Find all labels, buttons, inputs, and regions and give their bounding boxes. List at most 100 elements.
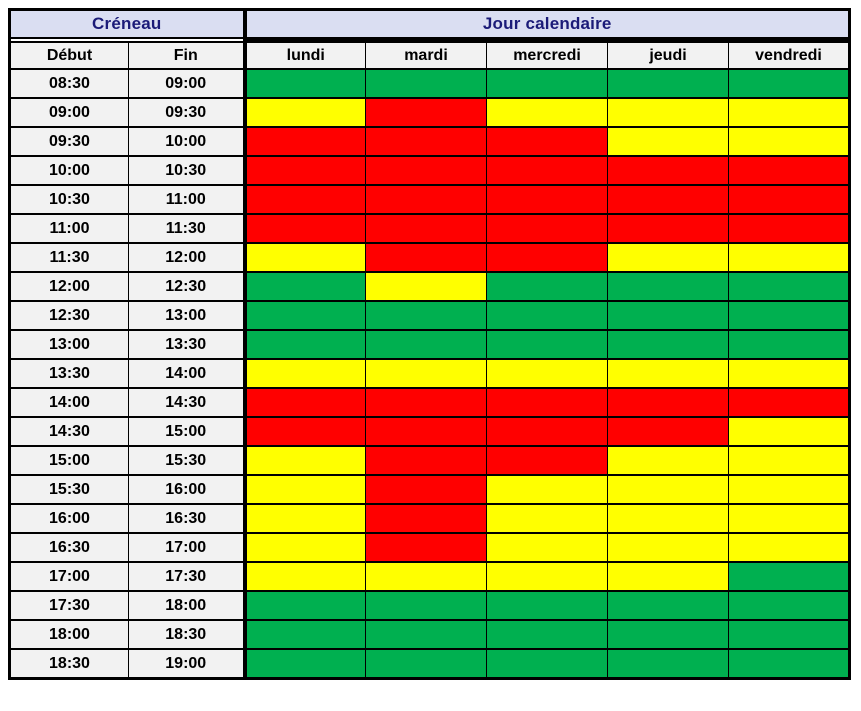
status-cell-jeudi [607, 561, 729, 592]
slot-rows: 08:30 09:00 09:00 09:30 09:30 10:00 10:00 10:30… [9, 68, 850, 680]
status-cell-lundi [244, 532, 366, 563]
status-cell-jeudi [607, 155, 729, 186]
slot-start-cell: 11:00 [9, 213, 129, 244]
status-cell-vendredi [728, 242, 850, 273]
slot-row: 10:00 10:30 [9, 155, 850, 186]
slot-end-cell: 19:00 [128, 648, 247, 680]
status-cell-jeudi [607, 387, 729, 418]
status-cell-lundi [244, 358, 366, 389]
slot-start-cell: 11:30 [9, 242, 129, 273]
slot-end-cell: 12:00 [128, 242, 247, 273]
merged-header-row: Créneau Jour calendaire [9, 8, 850, 39]
status-cell-mardi [365, 155, 487, 186]
slot-row: 12:00 12:30 [9, 271, 850, 302]
status-cell-jeudi [607, 416, 729, 447]
slot-start-cell: 13:30 [9, 358, 129, 389]
status-cell-mercredi [486, 561, 608, 592]
status-cell-jeudi [607, 445, 729, 476]
status-cell-mardi [365, 126, 487, 157]
status-cell-vendredi [728, 619, 850, 650]
status-cell-mercredi [486, 271, 608, 302]
slot-end-cell: 17:30 [128, 561, 247, 592]
status-cell-mardi [365, 387, 487, 418]
fin-column-header: Fin [128, 41, 247, 70]
slot-end-cell: 18:00 [128, 590, 247, 621]
status-cell-mercredi [486, 97, 608, 128]
status-cell-jeudi [607, 503, 729, 534]
slot-row: 18:00 18:30 [9, 619, 850, 650]
status-cell-mardi [365, 532, 487, 563]
slot-row: 17:30 18:00 [9, 590, 850, 621]
status-cell-lundi [244, 213, 366, 244]
status-cell-mardi [365, 242, 487, 273]
status-cell-lundi [244, 416, 366, 447]
status-cell-mardi [365, 474, 487, 505]
slot-row: 18:30 19:00 [9, 648, 850, 680]
status-cell-mardi [365, 68, 487, 99]
slot-row: 16:00 16:30 [9, 503, 850, 534]
status-cell-vendredi [728, 590, 850, 621]
slot-row: 13:00 13:30 [9, 329, 850, 360]
status-cell-mercredi [486, 329, 608, 360]
status-cell-vendredi [728, 184, 850, 215]
status-cell-vendredi [728, 300, 850, 331]
status-cell-vendredi [728, 358, 850, 389]
status-cell-vendredi [728, 68, 850, 99]
column-header-row: Début Fin lundi mardi mercredi jeudi vendredi [9, 41, 850, 70]
slot-row: 11:30 12:00 [9, 242, 850, 273]
slot-start-cell: 12:00 [9, 271, 129, 302]
status-cell-vendredi [728, 532, 850, 563]
status-cell-lundi [244, 126, 366, 157]
status-cell-mercredi [486, 184, 608, 215]
slot-end-cell: 14:30 [128, 387, 247, 418]
slot-start-cell: 12:30 [9, 300, 129, 331]
status-cell-jeudi [607, 619, 729, 650]
status-cell-jeudi [607, 300, 729, 331]
slot-start-cell: 09:30 [9, 126, 129, 157]
status-cell-lundi [244, 648, 366, 680]
status-cell-lundi [244, 271, 366, 302]
status-cell-vendredi [728, 503, 850, 534]
slot-start-cell: 09:00 [9, 97, 129, 128]
status-cell-mardi [365, 271, 487, 302]
status-cell-lundi [244, 590, 366, 621]
status-cell-lundi [244, 300, 366, 331]
slot-start-cell: 13:00 [9, 329, 129, 360]
slot-start-cell: 18:30 [9, 648, 129, 680]
slot-start-cell: 15:30 [9, 474, 129, 505]
status-cell-vendredi [728, 474, 850, 505]
status-cell-vendredi [728, 648, 850, 680]
status-cell-mercredi [486, 358, 608, 389]
status-cell-mercredi [486, 213, 608, 244]
status-cell-mercredi [486, 68, 608, 99]
slot-end-cell: 09:00 [128, 68, 247, 99]
creneau-header: Créneau [9, 8, 247, 39]
status-cell-lundi [244, 445, 366, 476]
slot-start-cell: 10:30 [9, 184, 129, 215]
slot-row: 16:30 17:00 [9, 532, 850, 563]
status-cell-mardi [365, 300, 487, 331]
status-cell-jeudi [607, 329, 729, 360]
slot-end-cell: 13:30 [128, 329, 247, 360]
slot-end-cell: 10:00 [128, 126, 247, 157]
day-column-header-mercredi: mercredi [486, 41, 608, 70]
status-cell-jeudi [607, 648, 729, 680]
slot-start-cell: 14:30 [9, 416, 129, 447]
status-cell-vendredi [728, 271, 850, 302]
status-cell-jeudi [607, 271, 729, 302]
status-cell-mardi [365, 445, 487, 476]
slot-end-cell: 13:00 [128, 300, 247, 331]
status-cell-lundi [244, 474, 366, 505]
day-column-header-mardi: mardi [365, 41, 487, 70]
slot-end-cell: 11:00 [128, 184, 247, 215]
slot-end-cell: 18:30 [128, 619, 247, 650]
status-cell-vendredi [728, 416, 850, 447]
slot-end-cell: 16:00 [128, 474, 247, 505]
slot-start-cell: 16:00 [9, 503, 129, 534]
status-cell-mardi [365, 358, 487, 389]
status-cell-mercredi [486, 242, 608, 273]
status-cell-mercredi [486, 590, 608, 621]
status-cell-mercredi [486, 155, 608, 186]
status-cell-jeudi [607, 126, 729, 157]
